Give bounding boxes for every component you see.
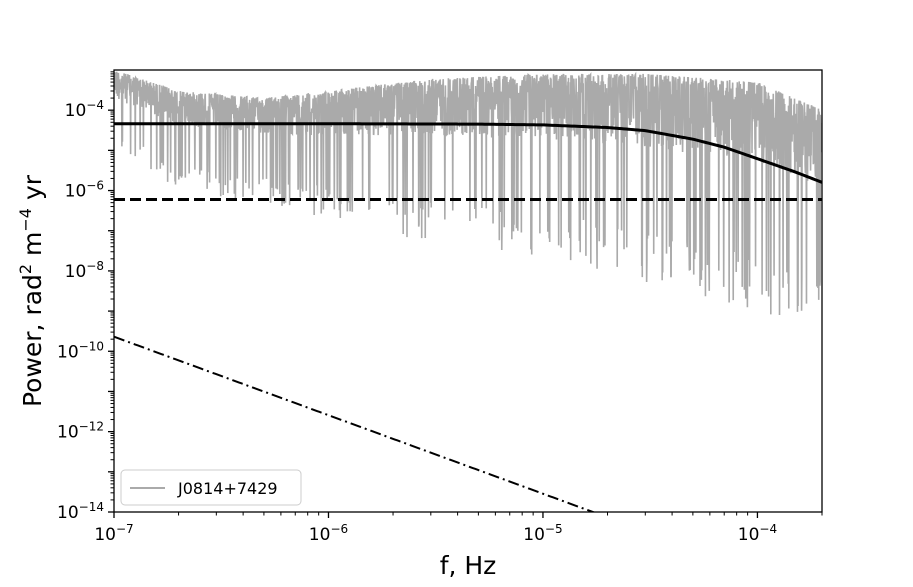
x-axis-label: f, Hz [440, 551, 497, 580]
x-tick-label: 10−6 [309, 522, 348, 545]
model-curve-line [114, 122, 822, 184]
y-axis-label: Power, rad2 m−4 yr [16, 174, 47, 407]
legend-label: J0814+7429 [177, 479, 278, 498]
x-tick-label: 10−4 [738, 522, 777, 545]
y-tick-label: 10−14 [57, 500, 104, 523]
y-tick-label: 10−6 [65, 179, 104, 202]
plot-area [114, 71, 822, 512]
legend-box [120, 469, 302, 506]
periodogram-line [114, 71, 822, 315]
y-axis: 10−14 10−12 10−10 10−8 10−6 10−4 [57, 71, 114, 523]
y-tick-label: 10−12 [57, 420, 104, 443]
axes-frame [113, 69, 823, 513]
y-tick-label: 10−4 [65, 98, 104, 121]
legend: J0814+7429 [120, 469, 302, 506]
x-tick-label: 10−7 [94, 522, 133, 545]
x-tick-label: 10−5 [523, 522, 562, 545]
y-tick-label: 10−10 [57, 339, 104, 362]
y-tick-label: 10−8 [65, 259, 104, 282]
x-axis: 10−7 10−6 10−5 10−4 [94, 512, 823, 545]
